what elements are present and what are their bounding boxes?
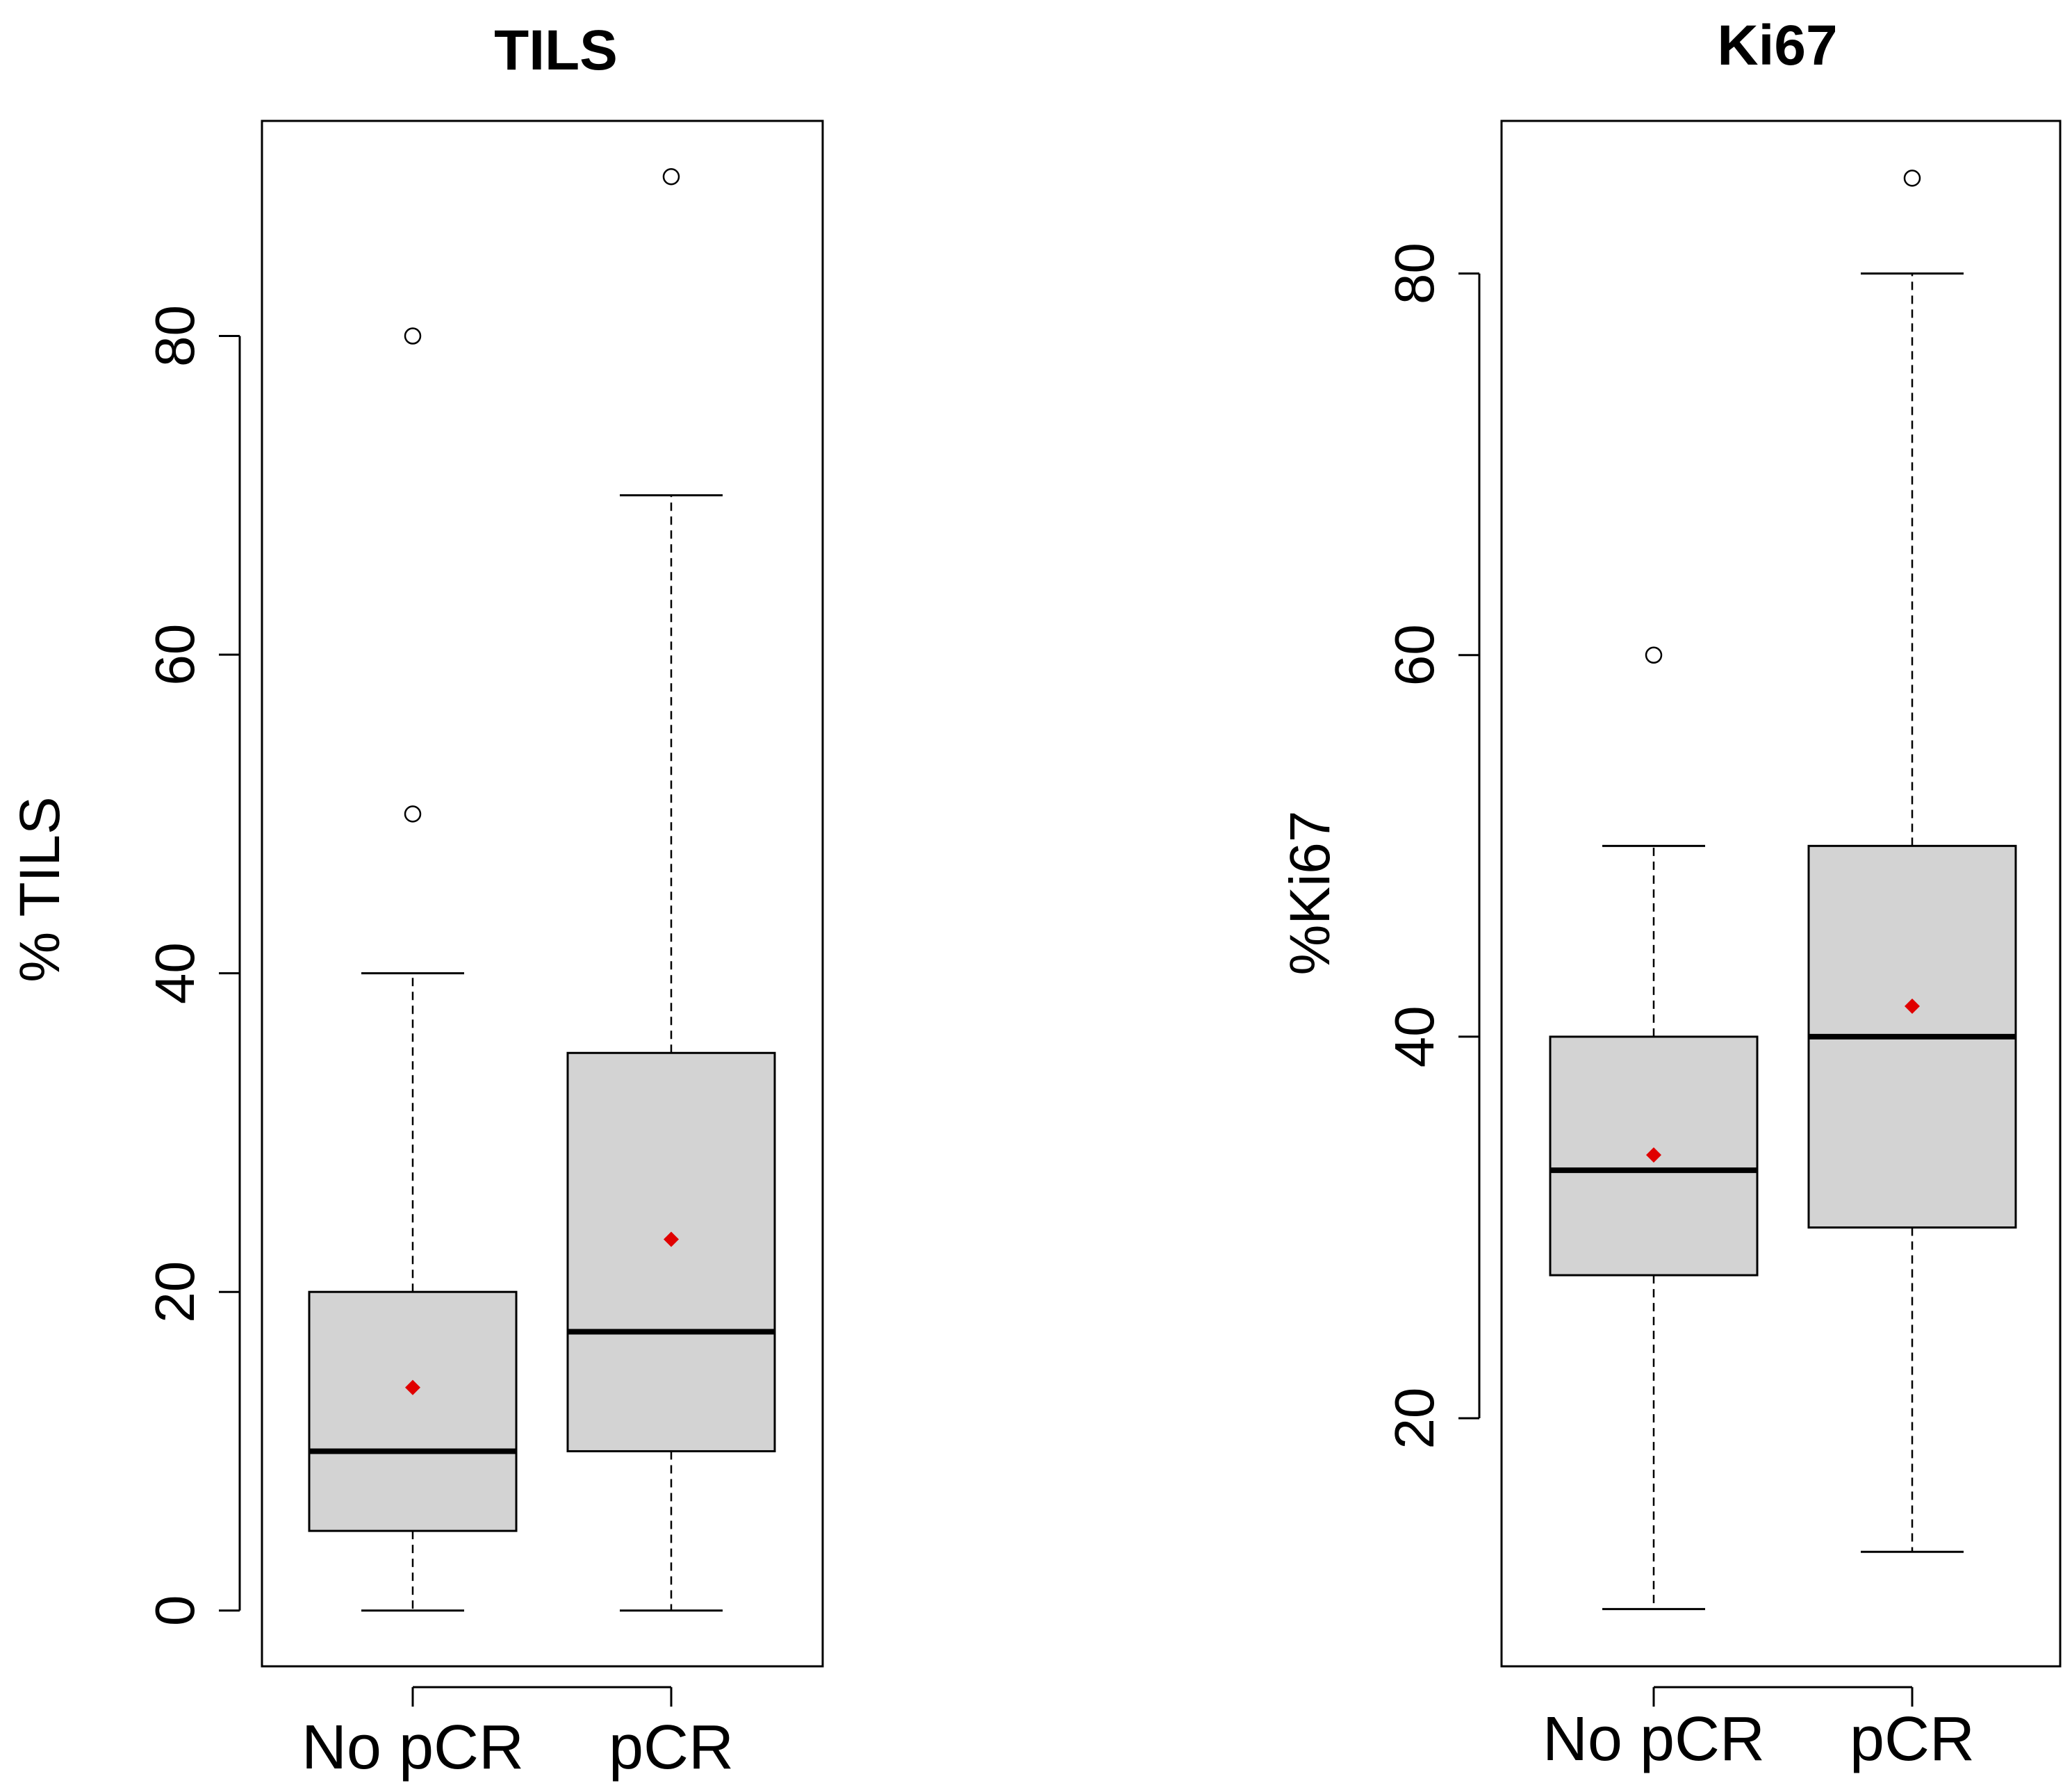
y-tick-label: 0 [144, 1595, 206, 1627]
box-no-pcr [308, 327, 518, 1612]
outlier-point [1903, 170, 1921, 187]
mean-marker [1646, 1147, 1661, 1163]
iqr-box [566, 1051, 776, 1452]
box-pcr [1807, 170, 2017, 1553]
y-tick-label: 20 [1383, 1388, 1445, 1450]
outlier-point [1645, 646, 1663, 664]
x-category-label: No pCR [1543, 1705, 1765, 1774]
mean-marker [405, 1379, 420, 1395]
plot-frame [261, 120, 824, 1668]
chart-title: TILS [494, 19, 618, 82]
y-tick-label: 40 [144, 942, 206, 1004]
y-tick-label: 20 [144, 1261, 206, 1323]
mean-marker [664, 1231, 679, 1247]
iqr-box [308, 1290, 518, 1532]
outlier-point [404, 327, 422, 345]
box-pcr [566, 167, 776, 1612]
y-axis-label: % TILS [8, 796, 72, 982]
tils-panel: TILS % TILS 0 20 40 60 80 No pCR pCR [8, 19, 824, 1782]
mean-marker [1905, 998, 1920, 1014]
x-category-label: pCR [1850, 1705, 1975, 1774]
y-tick-label: 40 [1383, 1005, 1445, 1067]
outlier-point [404, 805, 422, 823]
y-tick-label: 80 [144, 305, 206, 367]
box-no-pcr [1549, 646, 1759, 1611]
y-tick-label: 80 [1383, 243, 1445, 304]
y-tick-label: 60 [144, 624, 206, 686]
chart-title: Ki67 [1717, 14, 1837, 77]
x-category-label: pCR [609, 1713, 734, 1782]
ki67-panel: Ki67 %Ki67 20 40 60 80 No pCR pCR [1278, 14, 2062, 1774]
y-axis-label: %Ki67 [1278, 810, 1342, 975]
plot-frame [1500, 120, 2062, 1668]
y-tick-label: 60 [1383, 624, 1445, 686]
outlier-point [662, 167, 680, 186]
x-category-label: No pCR [302, 1713, 524, 1782]
